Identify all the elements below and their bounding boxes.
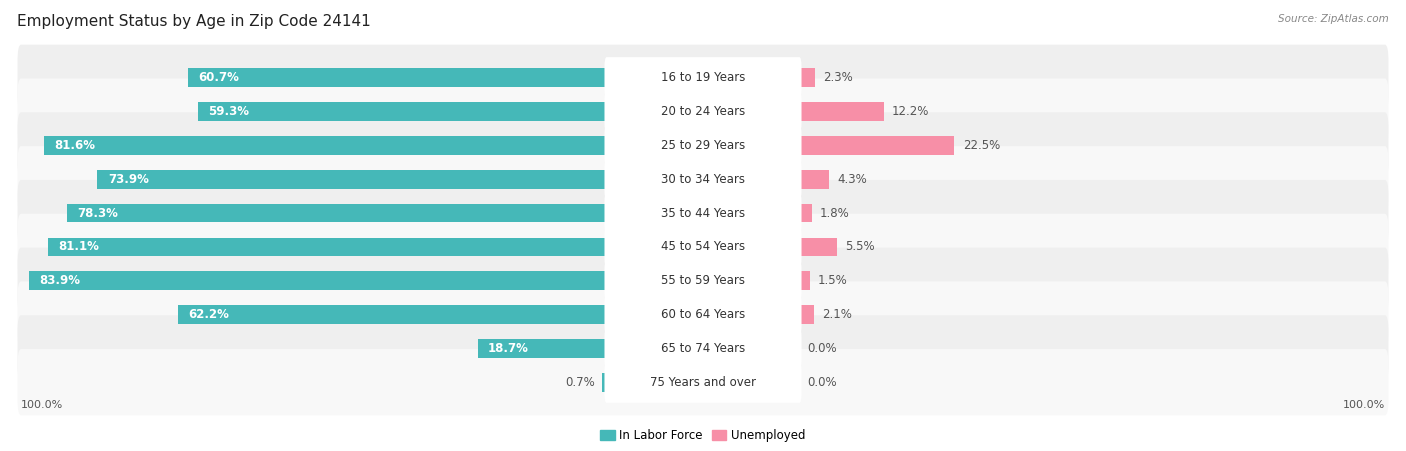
Text: 0.0%: 0.0% [807, 376, 838, 389]
FancyBboxPatch shape [605, 91, 801, 132]
FancyBboxPatch shape [605, 260, 801, 301]
FancyBboxPatch shape [605, 294, 801, 335]
FancyBboxPatch shape [17, 349, 1389, 415]
Text: 73.9%: 73.9% [108, 173, 149, 186]
Text: 45 to 54 Years: 45 to 54 Years [661, 240, 745, 253]
Text: 0.0%: 0.0% [807, 342, 838, 355]
FancyBboxPatch shape [605, 159, 801, 200]
Bar [800, 170, 830, 189]
FancyBboxPatch shape [17, 78, 1389, 145]
Text: 83.9%: 83.9% [39, 274, 80, 287]
Text: 22.5%: 22.5% [963, 139, 1000, 152]
Text: 60.7%: 60.7% [198, 71, 239, 84]
Text: 30 to 34 Years: 30 to 34 Years [661, 173, 745, 186]
Text: 18.7%: 18.7% [488, 342, 529, 355]
FancyBboxPatch shape [605, 57, 801, 98]
Text: 59.3%: 59.3% [208, 105, 249, 118]
FancyBboxPatch shape [605, 125, 801, 166]
FancyBboxPatch shape [17, 180, 1389, 246]
Text: 55 to 59 Years: 55 to 59 Years [661, 274, 745, 287]
Bar [198, 102, 606, 121]
Text: 81.1%: 81.1% [58, 240, 98, 253]
Text: 81.6%: 81.6% [55, 139, 96, 152]
Text: 5.5%: 5.5% [845, 240, 876, 253]
FancyBboxPatch shape [605, 362, 801, 403]
Bar [800, 272, 810, 290]
Bar [179, 305, 606, 324]
Text: 100.0%: 100.0% [21, 400, 63, 410]
FancyBboxPatch shape [17, 146, 1389, 212]
Text: 1.8%: 1.8% [820, 207, 849, 220]
Bar [478, 339, 606, 358]
Text: 12.2%: 12.2% [891, 105, 929, 118]
Text: 62.2%: 62.2% [188, 308, 229, 321]
Text: 75 Years and over: 75 Years and over [650, 376, 756, 389]
Text: 100.0%: 100.0% [1343, 400, 1385, 410]
FancyBboxPatch shape [17, 281, 1389, 348]
Text: 2.1%: 2.1% [823, 308, 852, 321]
Bar [45, 136, 606, 155]
Text: 0.7%: 0.7% [565, 376, 595, 389]
Bar [188, 69, 606, 87]
Bar [800, 238, 838, 256]
Text: 35 to 44 Years: 35 to 44 Years [661, 207, 745, 220]
FancyBboxPatch shape [17, 112, 1389, 179]
Text: 60 to 64 Years: 60 to 64 Years [661, 308, 745, 321]
Text: 78.3%: 78.3% [77, 207, 118, 220]
Legend: In Labor Force, Unemployed: In Labor Force, Unemployed [598, 426, 808, 446]
Text: Source: ZipAtlas.com: Source: ZipAtlas.com [1278, 14, 1389, 23]
FancyBboxPatch shape [605, 226, 801, 267]
Bar [800, 136, 955, 155]
Text: 4.3%: 4.3% [838, 173, 868, 186]
Bar [800, 204, 811, 222]
Text: 65 to 74 Years: 65 to 74 Years [661, 342, 745, 355]
Text: 20 to 24 Years: 20 to 24 Years [661, 105, 745, 118]
FancyBboxPatch shape [17, 214, 1389, 280]
Bar [67, 204, 606, 222]
Text: 1.5%: 1.5% [818, 274, 848, 287]
FancyBboxPatch shape [17, 248, 1389, 314]
FancyBboxPatch shape [17, 45, 1389, 111]
Bar [800, 305, 814, 324]
Bar [97, 170, 606, 189]
FancyBboxPatch shape [605, 193, 801, 234]
Text: 25 to 29 Years: 25 to 29 Years [661, 139, 745, 152]
Bar [800, 102, 883, 121]
FancyBboxPatch shape [17, 315, 1389, 382]
Bar [28, 272, 606, 290]
Bar [602, 373, 606, 391]
FancyBboxPatch shape [605, 328, 801, 369]
Text: Employment Status by Age in Zip Code 24141: Employment Status by Age in Zip Code 241… [17, 14, 371, 28]
Bar [800, 69, 815, 87]
Text: 2.3%: 2.3% [824, 71, 853, 84]
Bar [48, 238, 606, 256]
Text: 16 to 19 Years: 16 to 19 Years [661, 71, 745, 84]
